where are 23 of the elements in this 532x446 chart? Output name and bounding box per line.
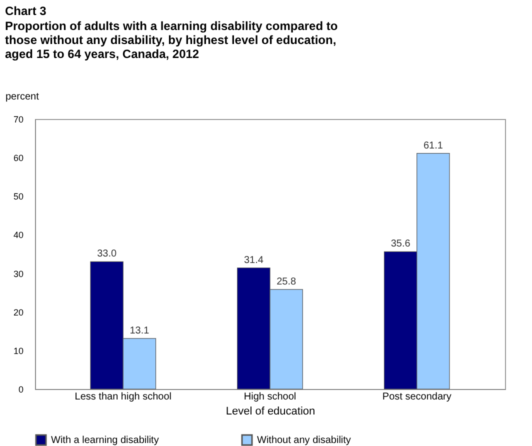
x-axis-title: Level of education <box>226 406 316 418</box>
x-tick-label: Less than high school <box>74 392 172 402</box>
x-tick-label: High school <box>244 392 296 402</box>
chart-subtitle: Proportion of adults with a learning disability compared to those without any disability, by highest level of education, aged 15 to 64 years, Canada, 2012 <box>5 19 338 61</box>
y-tick-label: 40 <box>13 230 24 240</box>
x-tick-label: Post secondary <box>382 392 452 402</box>
data-label: 61.1 <box>423 140 444 152</box>
legend-label: Without any disability <box>257 435 351 446</box>
data-label: 33.0 <box>97 248 117 260</box>
y-tick-label: 20 <box>13 307 24 318</box>
y-tick-label: 50 <box>13 192 24 202</box>
data-label: 25.8 <box>276 276 296 288</box>
data-label: 31.4 <box>244 254 264 266</box>
y-tick-label: 70 <box>13 114 24 124</box>
data-label: 35.6 <box>390 238 411 250</box>
legend-label: With a learning disability <box>51 435 159 446</box>
y-tick-label: 30 <box>13 268 24 279</box>
y-tick-label: 10 <box>13 346 24 356</box>
y-tick-label: 0 <box>18 384 24 394</box>
data-label: 13.1 <box>130 325 150 336</box>
y-axis-title: percent <box>6 92 40 102</box>
y-tick-label: 60 <box>13 153 24 164</box>
chart-title: Chart 3 <box>5 4 47 18</box>
